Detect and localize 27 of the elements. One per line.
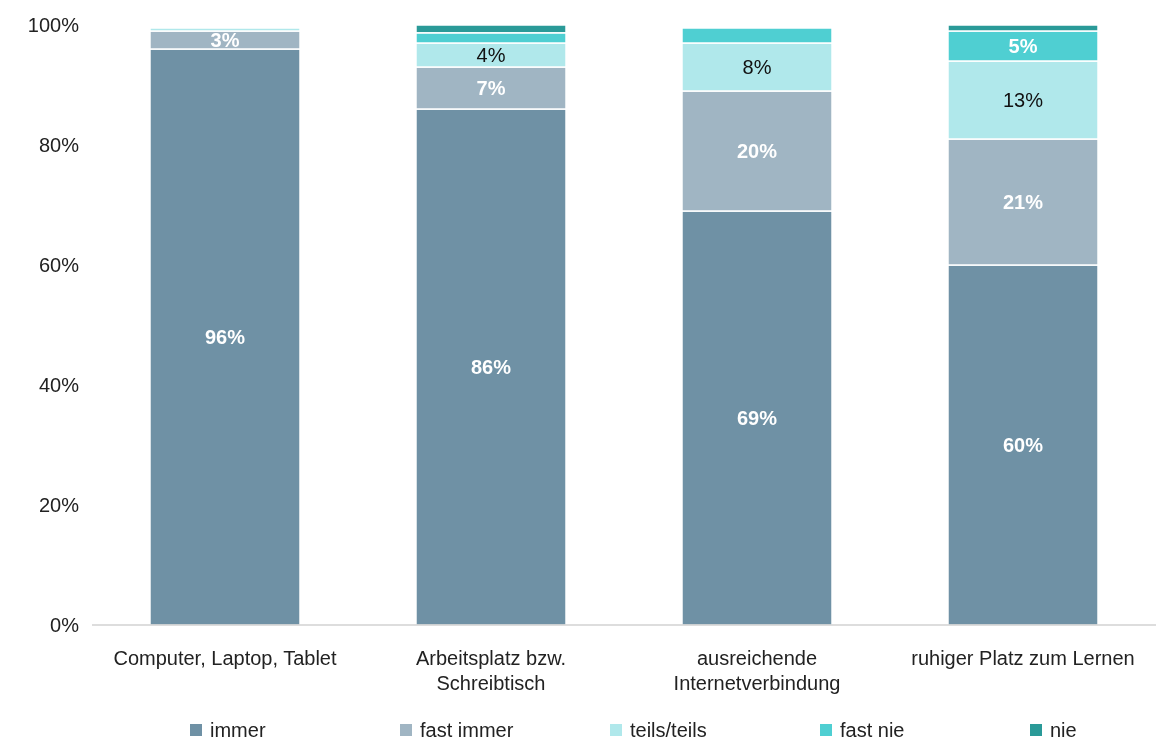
- legend-label: nie: [1050, 719, 1077, 741]
- y-tick-label: 40%: [38, 373, 80, 396]
- data-label: 20%: [736, 140, 778, 162]
- data-label: 69%: [736, 407, 778, 429]
- data-label: 13%: [1002, 89, 1044, 111]
- data-label: 5%: [1008, 35, 1038, 57]
- x-tick-label: ruhiger Platz zum Lernen: [911, 647, 1135, 669]
- y-tick-label: 60%: [38, 253, 80, 276]
- x-tick-label: Arbeitsplatz bzw. Schreibtisch: [415, 647, 567, 694]
- y-tick-label: 20%: [38, 493, 80, 516]
- data-label: 86%: [470, 356, 512, 378]
- data-label: 4%: [476, 44, 506, 66]
- data-label: 8%: [742, 56, 772, 78]
- y-tick-label: 100%: [27, 13, 80, 36]
- y-tick-label: 0%: [50, 613, 80, 636]
- x-tick-label: Computer, Laptop, Tablet: [113, 647, 337, 669]
- legend-label: fast immer: [420, 719, 514, 741]
- data-label: 7%: [476, 77, 506, 99]
- data-label: 60%: [1002, 434, 1044, 456]
- y-tick-label: 80%: [38, 133, 80, 156]
- legend-label: teils/teils: [630, 719, 707, 741]
- data-label: 96%: [204, 326, 246, 348]
- data-label: 21%: [1002, 191, 1044, 213]
- legend-label: immer: [210, 719, 266, 741]
- data-label: 3%: [210, 29, 240, 51]
- x-tick-label: ausreichende Internetverbindung: [673, 647, 841, 694]
- legend-label: fast nie: [840, 719, 905, 741]
